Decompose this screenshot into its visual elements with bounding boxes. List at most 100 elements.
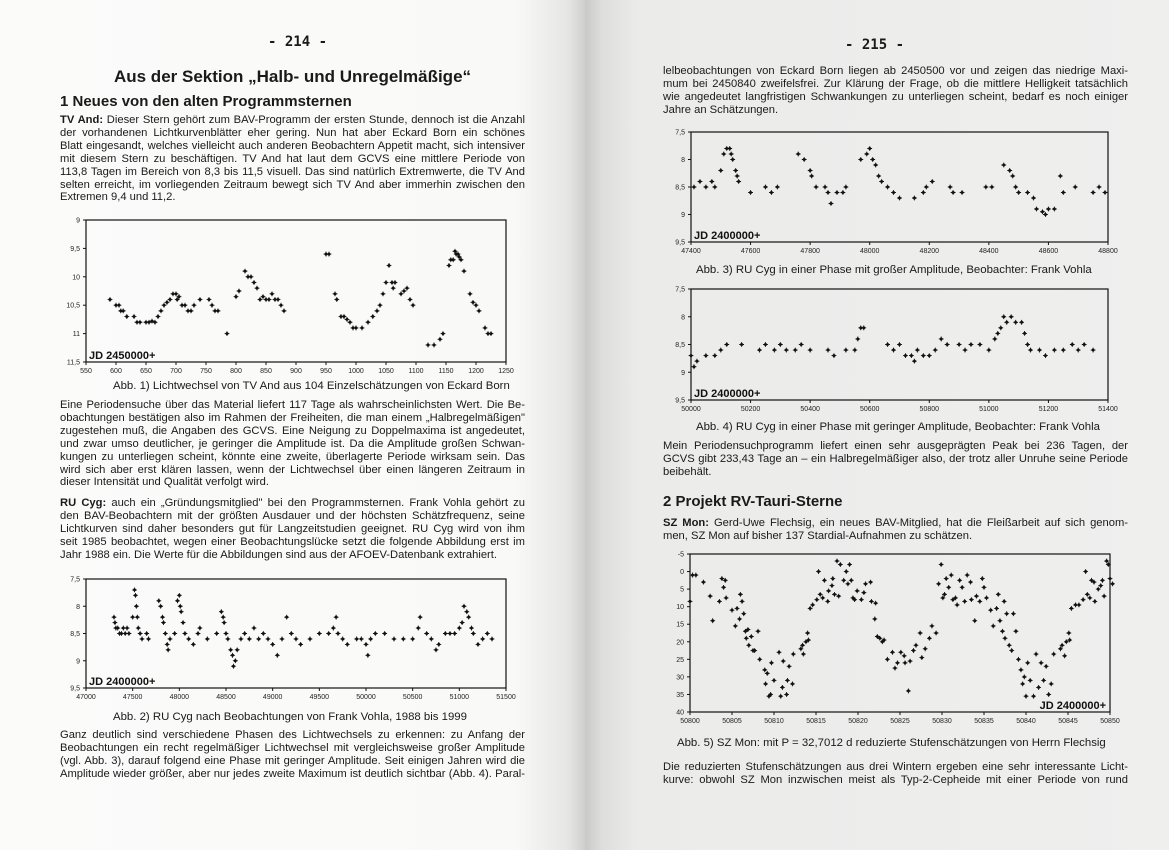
text-line: Eine Periodensuche über das Material lie… [60,399,525,411]
data-point [278,302,284,308]
data-point [977,342,983,347]
y-tick-label: 9 [681,212,685,219]
data-point [354,636,360,642]
x-tick-label: 50400 [800,406,820,413]
y-tick-label: 25 [676,657,684,664]
y-tick-label: 8,5 [70,631,80,638]
text-line: (vgl. Abb. 3), darauf folgend eine Phase… [60,754,525,767]
data-point [386,263,392,268]
data-point [803,639,809,645]
data-point [428,636,434,642]
data-point [190,642,196,647]
data-point [288,631,294,636]
data-point [832,591,837,597]
data-point [964,572,970,578]
x-tick-label: 50840 [1016,718,1036,725]
data-point [1016,656,1021,662]
data-point [158,308,164,314]
data-point [164,299,170,305]
data-point [333,614,339,620]
x-tick-label: 50200 [741,406,761,413]
data-point [126,631,132,636]
data-point [1025,342,1030,347]
data-point [911,358,917,364]
data-point [476,308,482,314]
x-tick-label: 800 [230,368,242,375]
left-page [0,0,585,850]
data-point [120,308,126,314]
data-point [195,631,201,636]
text-line: Lichtkurven sind daher besonders gut für… [60,522,525,535]
data-point [843,184,849,190]
y-tick-label: 30 [676,674,684,681]
data-point [1095,586,1101,592]
data-point [864,151,870,157]
data-point [1023,693,1029,699]
x-tick-label: 700 [170,368,182,375]
data-point [170,291,176,297]
data-point [977,599,983,604]
data-point [1027,678,1033,683]
data-point [847,562,852,567]
x-tick-label: 50820 [848,718,868,725]
data-point [968,579,973,585]
data-point [757,656,763,662]
data-point [404,285,410,291]
data-point [175,598,180,604]
data-point [736,179,742,184]
x-tick-label: 50835 [974,718,994,725]
data-point [425,342,431,348]
data-point [776,649,782,655]
data-point [450,257,456,263]
data-point [410,636,416,642]
data-point [1006,642,1012,648]
text-line: Ganz deutlich sind verschiedene Phasen d… [60,729,525,741]
data-point [933,630,939,636]
data-point [115,625,121,631]
data-point [400,636,406,642]
data-point [382,631,388,636]
y-tick-label: 11 [73,331,80,338]
data-point [739,599,745,604]
data-point [206,297,212,302]
data-point [837,562,843,567]
jd-annotation: JD 2400000+ [694,230,760,242]
data-point [956,342,962,347]
data-point [489,636,495,642]
data-point [440,331,446,336]
text-line: lelbeobachtungen von Eckard Born liegen … [663,65,1128,77]
data-point [691,184,697,190]
x-tick-label: 50000 [681,406,701,413]
data-point [220,614,226,620]
data-point [1019,319,1025,325]
chart-abb2: 47000 47500 48000 48500 49000 49500 50000 50500… [70,577,516,702]
data-point [911,648,916,653]
data-point [1059,642,1065,648]
data-point [805,630,810,636]
text-line: beibehält. [663,465,712,478]
data-point [841,577,847,583]
data-point [274,652,280,658]
data-point [1020,681,1026,687]
data-point [167,297,173,302]
data-point [112,620,118,625]
data-point [215,308,221,314]
data-point [116,302,122,308]
caption-abb-1: Abb. 1) Lichtwechsel von TV And aus 104 … [113,380,510,392]
data-point [1063,639,1069,645]
data-point [279,636,285,642]
data-point [907,658,913,664]
data-point [1041,678,1047,683]
text-line: obachtungen bestätigen also im Rahmen de… [60,411,525,424]
data-point [895,660,900,666]
text-line: Die reduzierten Stufenschätzungen aus dr… [663,761,1128,773]
data-point [785,678,790,683]
data-point [1060,347,1066,353]
lead-sz-mon: SZ Mon: [663,517,709,529]
data-point [974,593,979,599]
text-line: zugestehen muß, die Angaben des GCVS. Ei… [60,424,525,437]
data-point [729,607,735,613]
data-point [807,347,813,353]
x-tick-label: 47000 [76,694,96,701]
x-tick-label: 47400 [681,248,701,255]
